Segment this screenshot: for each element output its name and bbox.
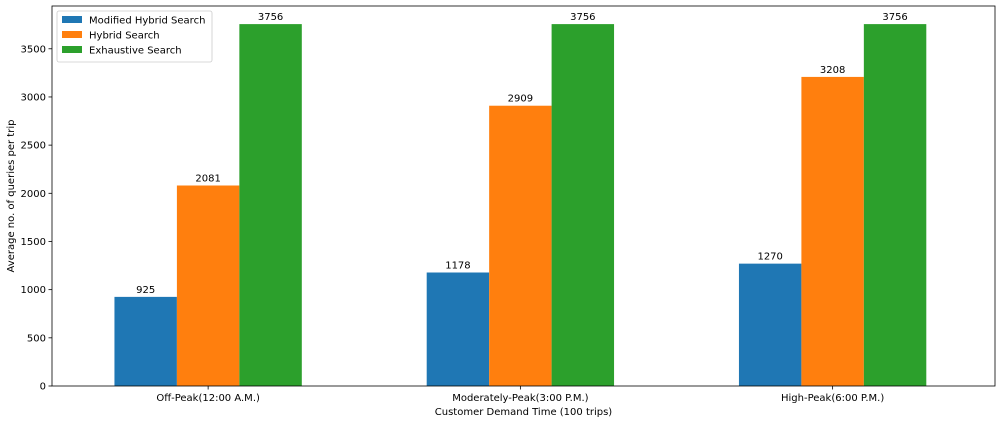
bar-modified-hybrid-search-1	[114, 296, 177, 386]
bar-modified-hybrid-search-2	[426, 272, 490, 386]
y-tick-label: 3000	[21, 92, 46, 103]
x-axis-title: Customer Demand Time (100 trips)	[435, 407, 613, 418]
bar-hybrid-search-3	[801, 76, 864, 386]
y-tick-label: 1000	[21, 285, 46, 296]
legend-label-exhaustive-search: Exhaustive Search	[89, 46, 182, 57]
legend-box	[56, 10, 213, 63]
x-tick-label: Off-Peak(12:00 A.M.)	[156, 393, 260, 404]
y-tick-label: 0	[40, 382, 46, 393]
bar-exhaustive-search-2	[551, 24, 615, 387]
data-label-hybrid-search-1: 2081	[195, 174, 220, 185]
bars-layer	[114, 24, 927, 387]
y-tick-label: 2500	[21, 141, 46, 152]
legend-swatch-modified-hybrid-search	[62, 16, 82, 23]
data-label-modified-hybrid-search-1: 925	[136, 285, 155, 296]
data-label-modified-hybrid-search-3: 1270	[757, 252, 782, 263]
x-tick-label: High-Peak(6:00 P.M.)	[781, 393, 884, 404]
bar-exhaustive-search-1	[239, 24, 302, 387]
y-tick-label: 2000	[21, 189, 46, 200]
plot-frame	[51, 5, 996, 387]
legend-swatch-exhaustive-search	[62, 46, 82, 53]
y-axis-title: Average no. of queries per trip	[6, 120, 17, 273]
y-tick-label: 3500	[21, 44, 46, 55]
legend-label-hybrid-search: Hybrid Search	[89, 31, 160, 42]
data-label-exhaustive-search-3: 3756	[882, 12, 907, 23]
data-label-exhaustive-search-2: 3756	[570, 12, 595, 23]
bar-hybrid-search-1	[176, 185, 240, 386]
data-label-exhaustive-search-1: 3756	[258, 12, 283, 23]
axes-layer: 0 500 1000 1500 2000 2500 3000 3500 Off-Peak(12:…	[21, 5, 996, 404]
bar-exhaustive-search-3	[863, 24, 927, 387]
y-tick-label: 500	[27, 333, 46, 344]
data-label-modified-hybrid-search-2: 1178	[445, 261, 470, 272]
legend-label-modified-hybrid-search: Modified Hybrid Search	[89, 16, 205, 27]
bar-hybrid-search-2	[489, 105, 552, 386]
data-label-hybrid-search-2: 2909	[508, 94, 533, 105]
y-tick-label: 1500	[21, 237, 46, 248]
bar-modified-hybrid-search-3	[738, 263, 802, 386]
data-label-hybrid-search-3: 3208	[820, 65, 845, 76]
legend-swatch-hybrid-search	[62, 31, 82, 38]
x-tick-label: Moderately-Peak(3:00 P.M.)	[452, 393, 588, 404]
legend: Modified Hybrid Search Hybrid Search Exhau…	[56, 10, 213, 63]
data-labels-layer: 925 2081 3756 1178 2909 3756 1270 3208 3756	[136, 12, 908, 296]
